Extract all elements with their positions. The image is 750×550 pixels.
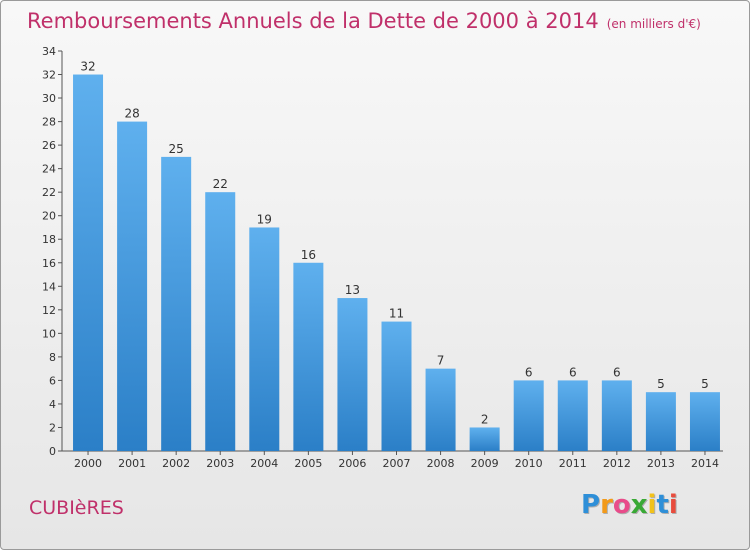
- bar-value-label: 16: [301, 248, 316, 262]
- y-tick-label: 12: [42, 304, 56, 317]
- chart-title: Remboursements Annuels de la Dette de 20…: [27, 9, 599, 33]
- logo-letter: i: [647, 490, 657, 520]
- commune-name: CUBIèRES: [29, 497, 124, 519]
- bar-value-label: 11: [389, 307, 404, 321]
- proxiti-logo: Proxiti: [581, 490, 678, 520]
- bar: [645, 392, 676, 451]
- bar: [469, 427, 500, 451]
- bar-value-label: 28: [124, 107, 139, 121]
- bar-value-label: 25: [169, 142, 184, 156]
- logo-letter: x: [630, 490, 648, 520]
- x-tick-label: 2013: [647, 457, 675, 470]
- y-tick-label: 16: [42, 257, 56, 270]
- bar-value-label: 19: [257, 212, 272, 226]
- bar: [557, 380, 588, 451]
- y-tick-label: 32: [42, 69, 56, 82]
- y-tick-label: 0: [49, 445, 56, 458]
- bar: [601, 380, 632, 451]
- y-tick-label: 18: [42, 233, 56, 246]
- x-tick-label: 2009: [471, 457, 499, 470]
- y-tick-label: 8: [49, 351, 56, 364]
- bar: [425, 368, 456, 451]
- bar-value-label: 7: [437, 354, 445, 368]
- x-tick-label: 2012: [603, 457, 631, 470]
- x-tick-label: 2010: [515, 457, 543, 470]
- y-tick-label: 10: [42, 327, 56, 340]
- bar-value-label: 13: [345, 283, 360, 297]
- bar: [337, 298, 368, 451]
- y-tick-label: 22: [42, 186, 56, 199]
- bar-value-label: 5: [701, 377, 709, 391]
- logo-letter: o: [612, 490, 631, 520]
- bar-value-label: 5: [657, 377, 665, 391]
- bar-value-label: 6: [569, 365, 577, 379]
- x-tick-label: 2014: [691, 457, 719, 470]
- bar: [205, 192, 236, 452]
- x-tick-label: 2011: [559, 457, 587, 470]
- bar: [381, 321, 412, 451]
- chart-title-block: Remboursements Annuels de la Dette de 20…: [27, 9, 701, 33]
- bar-value-label: 22: [213, 177, 228, 191]
- y-tick-label: 26: [42, 139, 56, 152]
- logo-letter: i: [668, 490, 678, 520]
- bar-value-label: 32: [80, 60, 95, 74]
- bar: [117, 121, 148, 452]
- chart-unit: (en milliers d'€): [606, 17, 701, 31]
- y-tick-label: 20: [42, 210, 56, 223]
- x-tick-label: 2003: [206, 457, 234, 470]
- bar: [689, 392, 720, 451]
- x-tick-label: 2004: [250, 457, 278, 470]
- y-tick-label: 30: [42, 92, 56, 105]
- x-tick-label: 2007: [383, 457, 411, 470]
- logo-letter: P: [581, 490, 601, 520]
- y-tick-label: 14: [42, 280, 56, 293]
- y-tick-label: 24: [42, 163, 56, 176]
- bar-value-label: 6: [613, 365, 621, 379]
- y-tick-label: 4: [49, 398, 56, 411]
- x-tick-label: 2006: [338, 457, 366, 470]
- x-tick-label: 2008: [427, 457, 455, 470]
- bar: [73, 74, 104, 451]
- x-tick-label: 2000: [74, 457, 102, 470]
- bar: [513, 380, 544, 451]
- x-tick-label: 2001: [118, 457, 146, 470]
- y-tick-label: 28: [42, 116, 56, 129]
- logo-letter: r: [600, 490, 613, 520]
- bar-value-label: 2: [481, 412, 489, 426]
- x-tick-label: 2005: [294, 457, 322, 470]
- bar: [249, 227, 280, 451]
- y-tick-label: 2: [49, 421, 56, 434]
- y-tick-label: 34: [42, 45, 56, 58]
- y-tick-label: 6: [49, 374, 56, 387]
- x-tick-label: 2002: [162, 457, 190, 470]
- logo-letter: t: [656, 490, 669, 520]
- bar: [293, 262, 324, 451]
- bar: [161, 156, 192, 451]
- bar-value-label: 6: [525, 365, 533, 379]
